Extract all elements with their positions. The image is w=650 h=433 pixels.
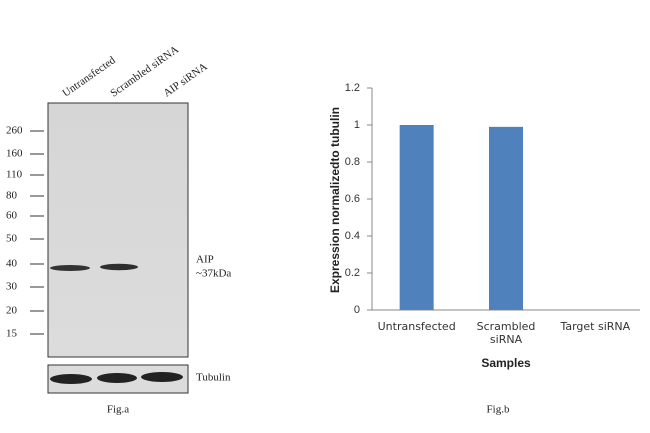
bar [489, 126, 523, 310]
y-tick-label: 1.2 [345, 82, 360, 94]
caption: Fig.b [487, 404, 510, 416]
marker-label: 20 [6, 305, 18, 317]
marker-label: 80 [6, 190, 18, 202]
bar [399, 125, 434, 310]
marker-label: 160 [6, 148, 23, 160]
band [50, 265, 90, 271]
band-label: AIP [196, 254, 214, 266]
marker-label: 40 [6, 258, 18, 270]
band-size: ~37kDa [196, 268, 231, 280]
lane-label: AIP siRNA [161, 61, 209, 100]
marker-label: 110 [6, 169, 23, 181]
marker-label: 30 [6, 281, 18, 293]
marker-label: 60 [6, 210, 18, 222]
band [100, 263, 138, 271]
marker-label: 50 [6, 233, 18, 245]
caption: Fig.a [107, 404, 129, 416]
x-tick-label: Untransfected [377, 320, 456, 333]
blot-panel [47, 102, 189, 358]
tubulin-band [97, 373, 137, 383]
loading-control-label: Tubulin [196, 372, 231, 384]
y-tick-label: 1 [354, 119, 360, 131]
x-tick-label: Scrambled siRNA [476, 320, 536, 346]
tubulin-band [50, 374, 92, 384]
y-tick-label: 0 [354, 304, 360, 316]
y-axis-title: Expression normalizedto tubulin [328, 107, 342, 293]
x-axis-title: Samples [481, 356, 531, 370]
x-tick-label: Target siRNA [560, 320, 631, 333]
marker-label: 260 [6, 125, 23, 137]
tubulin-band [141, 372, 183, 382]
y-tick-label: 0.6 [345, 193, 360, 205]
y-tick-label: 0.8 [345, 156, 360, 168]
y-tick-label: 0.4 [345, 230, 360, 242]
marker-label: 15 [6, 328, 18, 340]
y-tick-label: 0.2 [345, 267, 360, 279]
